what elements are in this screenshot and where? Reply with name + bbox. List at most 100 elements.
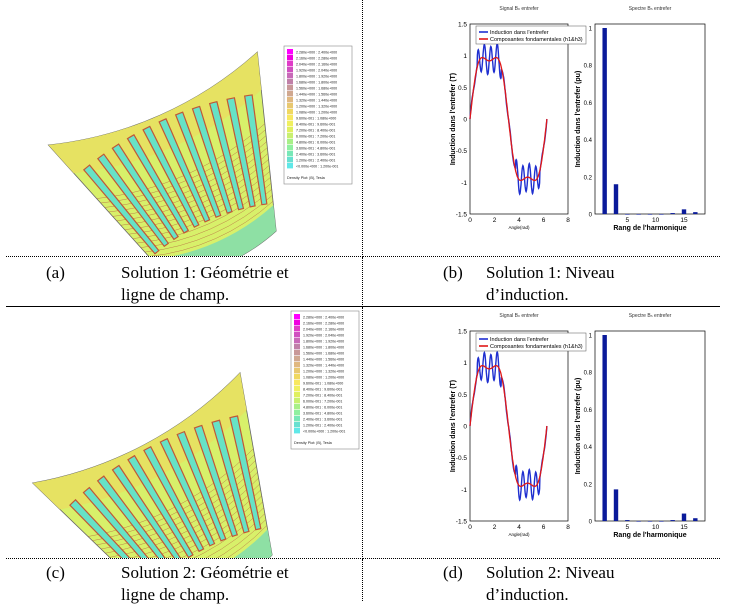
signal-xlabel: Angle(rad) xyxy=(508,532,530,537)
stator-slot xyxy=(82,164,160,255)
panel-c-letter: (c) xyxy=(46,563,65,582)
spectrum-plot-frame xyxy=(594,330,706,522)
legend-entry: 2.040e+000 : 2.160e+000 xyxy=(303,328,344,332)
spectrum-bar xyxy=(659,214,664,215)
legend-swatch xyxy=(287,109,293,115)
signal-ylabel: Induction dans l'entrefer (T) xyxy=(450,73,457,165)
legend-swatch xyxy=(287,49,293,55)
spectrum-ytick: 0 xyxy=(589,213,593,219)
spectrum-bar xyxy=(613,489,619,521)
panel-b-caption-line2: d’induction. xyxy=(486,285,569,304)
field-legend-box xyxy=(283,45,353,185)
spectrum-bar xyxy=(693,212,698,214)
spectrum-ylabel: Induction dans l'entrefer (pu) xyxy=(575,378,582,475)
stator-slot xyxy=(174,111,222,218)
legend-swatch xyxy=(294,356,300,362)
panel-c-caption-line1: Solution 2: Géométrie et xyxy=(121,563,289,582)
signal-legend-box xyxy=(475,25,587,45)
stator-slot xyxy=(193,424,239,538)
panel-b-image-cell: Signal Bₙ entrefer 1.5 1 0.5 0 -0.5 -1 -1.5 0 2 4 6… xyxy=(363,0,720,257)
panel-d-caption-cell: (d) Solution 2: Niveau d’induction. xyxy=(363,559,720,604)
legend-entry: 1.560e+000 : 1.680e+000 xyxy=(296,87,337,91)
signal-xtick: 2 xyxy=(493,524,497,531)
spectrum-bar xyxy=(681,513,687,521)
spectrum-title: Spectre Bₙ entrefer xyxy=(629,6,672,12)
signal-ytick: 0.5 xyxy=(458,392,467,399)
legend-entry: 1.080e+000 : 1.200e+000 xyxy=(296,111,337,115)
panel-a-letter: (a) xyxy=(46,263,65,282)
flux-line xyxy=(148,201,274,257)
signal-xtick: 6 xyxy=(542,524,546,531)
signal-xtick: 8 xyxy=(566,217,570,224)
legend-entry: 2.400e-001 : 3.600e-001 xyxy=(296,153,335,157)
legend-swatch xyxy=(294,392,300,398)
spectrum-xtick: 5 xyxy=(626,217,630,224)
spectrum-ytick: 1 xyxy=(589,334,593,340)
spectrum-title: Spectre Bₙ entrefer xyxy=(629,313,672,319)
legend-footer: Density Plot: |B|, Tesla xyxy=(287,176,326,180)
field-legend: 2.280e+000 : 2.400e+000 2.160e+000 : 2.28… xyxy=(290,310,360,450)
spectrum-bar xyxy=(613,184,619,214)
panel-a-image-cell: 2.280e+000 : 2.400e+000 2.160e+000 : 2.28… xyxy=(6,0,363,280)
signal-legend-box xyxy=(475,332,587,352)
legend-swatch xyxy=(287,79,293,85)
stator-slot xyxy=(243,94,268,206)
legend-swatch xyxy=(294,314,300,320)
legend-swatch xyxy=(294,398,300,404)
spectrum-xtick: 15 xyxy=(680,524,688,531)
signal-title: Signal Bₙ entrefer xyxy=(499,6,539,12)
figure-grid: 2.280e+000 : 2.400e+000 2.160e+000 : 2.28… xyxy=(6,0,720,605)
spectrum-xtick: 15 xyxy=(680,217,688,224)
legend-entry: <0.000e+000 : 1.200e-001 xyxy=(296,165,338,169)
fundamental-series-line xyxy=(469,364,548,488)
panel-c-caption-line2: ligne de champ. xyxy=(121,585,230,604)
stator-slot xyxy=(229,415,262,531)
flux-line xyxy=(136,183,272,244)
legend-entry: 6.000e-001 : 7.200e-001 xyxy=(296,135,335,139)
spectrum-bar xyxy=(647,521,653,522)
stator-slot xyxy=(211,419,250,534)
legend-label-fundamental: Composantes fondamentales (h1&h3) xyxy=(490,344,583,350)
signal-ytick: -1.5 xyxy=(456,519,468,526)
legend-swatch xyxy=(287,115,293,121)
legend-entry: 1.920e+000 : 2.040e+000 xyxy=(303,334,344,338)
spectrum-xlabel: Rang de l'harmonique xyxy=(613,532,686,539)
legend-entry: 2.160e+000 : 2.280e+000 xyxy=(303,322,344,326)
legend-entry: 1.680e+000 : 1.800e+000 xyxy=(303,346,344,350)
legend-entry: 9.600e-001 : 1.080e+000 xyxy=(303,382,343,386)
spectrum-ytick: 0.8 xyxy=(584,64,593,70)
legend-entry: 2.280e+000 : 2.400e+000 xyxy=(296,51,337,55)
legend-entry: 7.200e-001 : 8.400e-001 xyxy=(296,129,335,133)
spectrum-bar xyxy=(693,518,698,521)
legend-entry: 9.600e-001 : 1.080e+000 xyxy=(296,117,336,121)
legend-swatch xyxy=(287,103,293,109)
panel-a-caption-line1: Solution 1: Géométrie et xyxy=(121,263,289,282)
legend-swatch xyxy=(287,67,293,73)
signal-ytick: -0.5 xyxy=(456,148,468,155)
legend-swatch xyxy=(294,338,300,344)
legend-entry: 2.160e+000 : 2.280e+000 xyxy=(296,57,337,61)
legend-entry: 8.400e-001 : 9.600e-001 xyxy=(303,388,342,392)
legend-swatch xyxy=(294,380,300,386)
spectrum-bar xyxy=(602,28,607,214)
spectrum-plot-frame xyxy=(594,23,706,215)
legend-swatch xyxy=(294,404,300,410)
legend-swatch xyxy=(294,332,300,338)
legend-swatch xyxy=(287,151,293,157)
legend-entry: 6.000e-001 : 7.200e-001 xyxy=(303,400,342,404)
legend-entry: 1.200e-001 : 2.400e-001 xyxy=(296,159,335,163)
spectrum-xlabel: Rang de l'harmonique xyxy=(613,225,686,232)
legend-entry: 1.320e+000 : 1.440e+000 xyxy=(303,364,344,368)
legend-entry: 1.680e+000 : 1.800e+000 xyxy=(296,81,337,85)
signal-ytick: -0.5 xyxy=(456,455,468,462)
legend-swatch xyxy=(287,85,293,91)
spectrum-bar xyxy=(647,214,653,215)
panel-a-caption-line2: ligne de champ. xyxy=(121,285,230,304)
stator-slot xyxy=(176,430,227,542)
signal-ytick: 1 xyxy=(463,360,467,367)
legend-entry: 1.200e+000 : 1.320e+000 xyxy=(296,105,337,109)
legend-swatch xyxy=(287,121,293,127)
panel-a-caption-cell: (a) Solution 1: Géométrie et ligne de ch… xyxy=(6,257,363,307)
legend-swatch xyxy=(287,145,293,151)
